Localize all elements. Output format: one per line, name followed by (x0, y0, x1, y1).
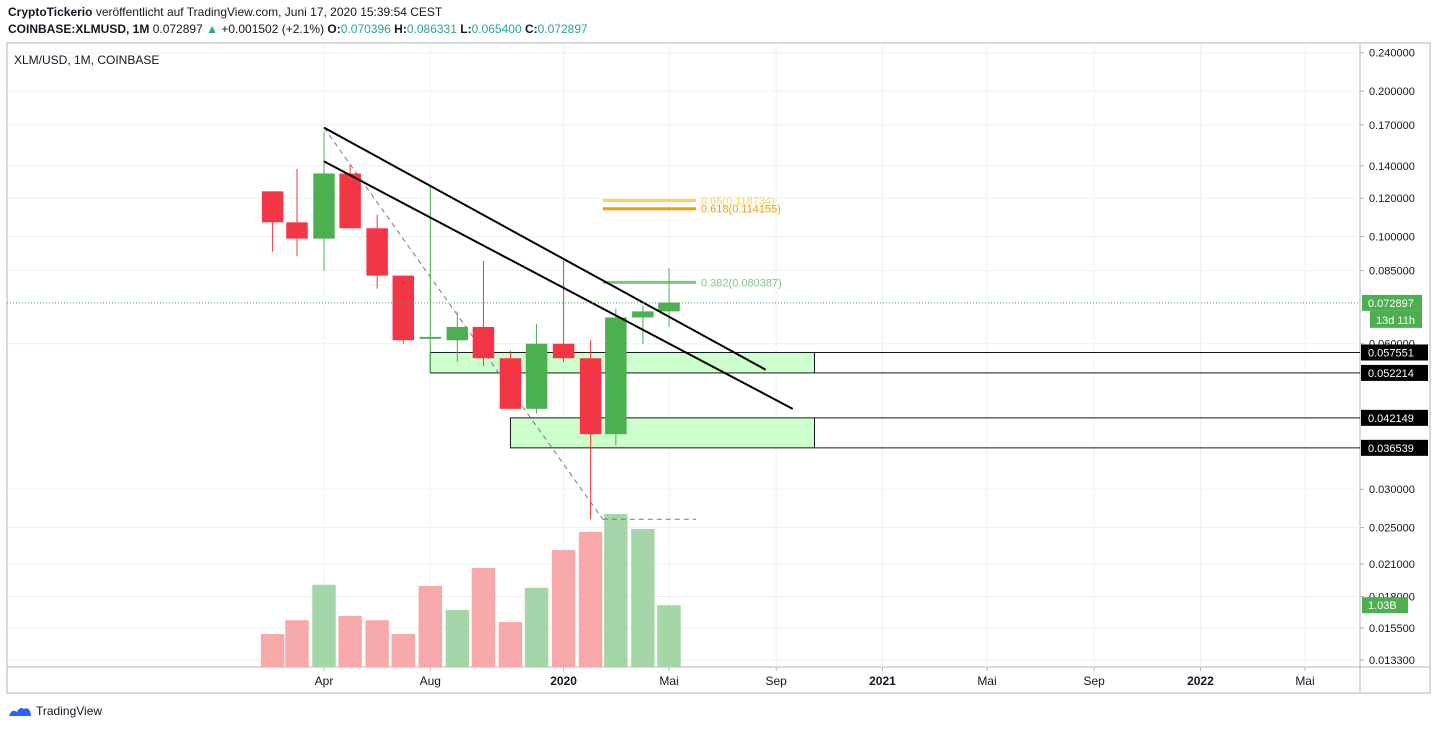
close-label: C: (524, 22, 538, 36)
volume-bar (524, 587, 549, 667)
candle-body (286, 222, 308, 239)
candle-body (658, 302, 680, 312)
candle-body (525, 343, 548, 409)
chart-frame (6, 42, 1431, 694)
price-tick-label: 0.240000 (1369, 48, 1415, 60)
author-name[interactable]: CryptoTickerio (8, 5, 93, 19)
zone-price-label: 0.042149 (1368, 413, 1414, 425)
fib-level-label: 0.382(0.080387) (701, 277, 782, 289)
last-price: 0.072897 (152, 22, 203, 36)
price-tick-label: 0.085000 (1369, 266, 1415, 278)
low-value: 0.065400 (471, 22, 522, 36)
volume-bar (657, 605, 681, 667)
volume-badge (1362, 597, 1408, 614)
price-tick-label: 0.140000 (1369, 161, 1415, 173)
volume-bar (498, 622, 523, 667)
candle-body (313, 173, 335, 239)
price-tick-label: 0.030000 (1369, 484, 1415, 496)
zone-price-badge (1361, 439, 1428, 456)
chart-legend: XLM/USD, 1M, COINBASE (14, 53, 160, 67)
zone-price-badge (1361, 364, 1428, 381)
zone-price-label: 0.057551 (1368, 347, 1414, 359)
high-label: H: (394, 22, 407, 36)
candle-body (446, 326, 469, 341)
high-value: 0.086331 (406, 22, 457, 36)
zone-price-badge (1361, 409, 1428, 426)
zone-price-label: 0.052214 (1368, 368, 1414, 380)
candle-body (366, 228, 388, 276)
up-arrow-icon: ▲ (206, 22, 218, 36)
symbol-name: COINBASE:XLMUSD, 1M (8, 22, 150, 36)
price-tick-label: 0.025000 (1369, 523, 1415, 535)
volume-bar (338, 616, 362, 667)
footer: TradingView (8, 704, 102, 718)
fib-level-label: 0.618(0.114155) (701, 204, 781, 216)
price-tick-label: 0.100000 (1369, 232, 1415, 244)
last-price-badge-label: 0.072897 (1368, 298, 1414, 310)
volume-bar (471, 568, 496, 667)
support-zone (509, 417, 815, 449)
trend-line (323, 160, 794, 410)
price-tick-label: 0.170000 (1369, 120, 1415, 132)
time-tick-label: Sep (1083, 674, 1105, 688)
time-tick-label: Apr (315, 674, 334, 688)
publish-info: veröffentlicht auf TradingView.com, Juni… (95, 5, 443, 19)
price-tick-label: 0.200000 (1369, 86, 1415, 98)
countdown-badge (1370, 310, 1422, 328)
time-tick-label: Mai (977, 674, 996, 688)
countdown-label: 13d 11h (1376, 315, 1415, 327)
candle-body (472, 326, 495, 359)
last-price-badge (1362, 294, 1422, 311)
price-tick-label: 0.021000 (1369, 559, 1415, 571)
volume-bar (631, 529, 655, 667)
time-tick-label: 2022 (1187, 674, 1214, 688)
time-tick-label: 2021 (869, 674, 896, 688)
price-change: +0.001502 (+2.1%) (221, 22, 325, 36)
time-tick-label: Mai (659, 674, 678, 688)
volume-bar (365, 620, 389, 667)
time-tick-label: Aug (420, 674, 441, 688)
volume-bar (604, 514, 628, 667)
trend-line (323, 126, 767, 371)
volume-badge-label: 1.03B (1368, 600, 1397, 612)
fib-level-label: 0.65(0.118734) (701, 195, 775, 207)
candle-body (419, 336, 442, 339)
candle-body (579, 358, 602, 435)
volume-bar (260, 634, 285, 667)
tradingview-logo-icon (9, 708, 31, 716)
zone-price-label: 0.036539 (1368, 443, 1414, 455)
volume-bar (578, 532, 603, 667)
candle-body (632, 311, 654, 318)
price-tick-label: 0.015500 (1369, 623, 1415, 635)
candle-body (392, 275, 415, 341)
open-value: 0.070396 (340, 22, 391, 36)
symbol-line: COINBASE:XLMUSD, 1M 0.072897 ▲ +0.001502… (8, 22, 588, 36)
candle-body (605, 317, 627, 435)
time-tick-label: Mai (1295, 674, 1314, 688)
close-value: 0.072897 (537, 22, 588, 36)
candle-body (552, 343, 575, 359)
zone-price-badge (1361, 344, 1428, 361)
open-label: O: (327, 22, 341, 36)
low-label: L: (460, 22, 472, 36)
time-tick-label: Sep (765, 674, 787, 688)
volume-bar (445, 610, 469, 667)
volume-bar (418, 586, 442, 667)
tradingview-brand[interactable]: TradingView (36, 704, 103, 718)
candle-body (261, 191, 284, 223)
volume-bar (312, 584, 336, 667)
fib-helper-line (323, 127, 604, 520)
volume-bar (391, 634, 415, 667)
price-tick-label: 0.013300 (1369, 655, 1415, 667)
time-tick-label: 2020 (550, 674, 577, 688)
publish-line: CryptoTickerio veröffentlicht auf Tradin… (8, 5, 442, 19)
candle-body (499, 358, 522, 409)
volume-bar (551, 550, 576, 667)
volume-bar (285, 620, 309, 667)
price-tick-label: 0.120000 (1369, 193, 1415, 205)
candle-body (339, 173, 361, 229)
